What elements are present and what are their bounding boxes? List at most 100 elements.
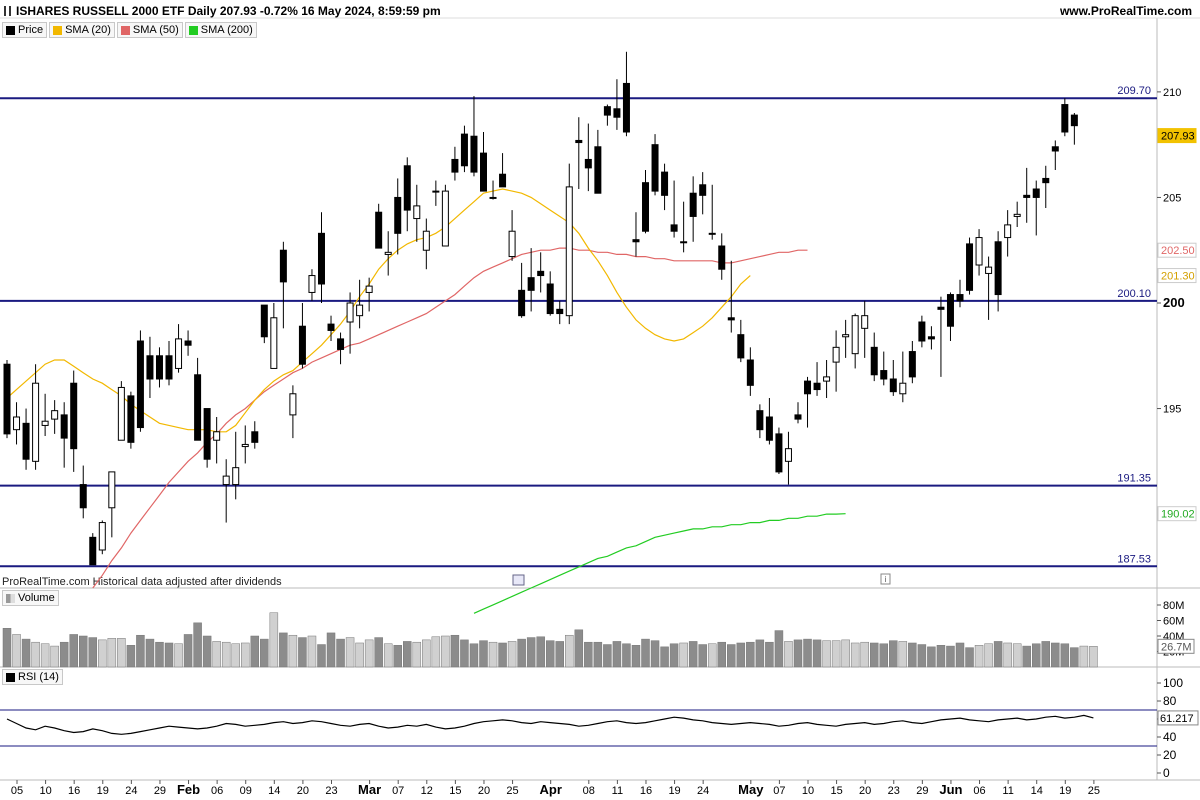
- candle[interactable]: [985, 256, 993, 320]
- legend-sma20[interactable]: SMA (20): [49, 22, 115, 38]
- candle[interactable]: [146, 336, 154, 398]
- candle[interactable]: [222, 459, 230, 523]
- candle[interactable]: [327, 315, 335, 341]
- candle[interactable]: [51, 400, 59, 434]
- candle[interactable]: [603, 104, 611, 126]
- candle[interactable]: [117, 381, 125, 441]
- candle[interactable]: [127, 391, 135, 449]
- candle[interactable]: [32, 364, 40, 470]
- candle[interactable]: [813, 362, 821, 396]
- candle[interactable]: [804, 376, 812, 428]
- candle[interactable]: [165, 341, 173, 386]
- candle[interactable]: [689, 176, 697, 242]
- candle[interactable]: [794, 402, 802, 424]
- candle[interactable]: [784, 431, 792, 485]
- candle[interactable]: [98, 520, 106, 555]
- site-url[interactable]: www.ProRealTime.com: [1059, 4, 1192, 18]
- candle[interactable]: [537, 252, 545, 293]
- candle[interactable]: [966, 237, 974, 295]
- candle[interactable]: [565, 163, 573, 325]
- candle[interactable]: [594, 129, 602, 194]
- candle[interactable]: [737, 319, 745, 363]
- candle[interactable]: [613, 79, 621, 130]
- candle[interactable]: [260, 304, 268, 344]
- candle[interactable]: [13, 402, 21, 445]
- candle[interactable]: [22, 408, 30, 470]
- candle[interactable]: [556, 300, 564, 325]
- candle[interactable]: [842, 319, 850, 358]
- candle[interactable]: [136, 330, 144, 432]
- candle[interactable]: [184, 330, 192, 356]
- candle[interactable]: [622, 51, 630, 137]
- volume-panel-label[interactable]: Volume: [2, 590, 59, 606]
- candle[interactable]: [975, 229, 983, 276]
- candle[interactable]: [680, 201, 688, 253]
- candle[interactable]: [60, 402, 68, 468]
- candle[interactable]: [403, 157, 411, 232]
- candle[interactable]: [441, 184, 449, 247]
- candle[interactable]: [346, 292, 354, 354]
- candle[interactable]: [365, 277, 373, 312]
- candle[interactable]: [432, 180, 440, 206]
- candle[interactable]: [460, 125, 468, 173]
- candle[interactable]: [375, 203, 383, 249]
- candle[interactable]: [317, 212, 325, 303]
- candle[interactable]: [956, 279, 964, 308]
- candle[interactable]: [308, 269, 316, 301]
- candle[interactable]: [337, 332, 345, 365]
- candle[interactable]: [1032, 180, 1040, 236]
- candle[interactable]: [1042, 165, 1050, 208]
- candle[interactable]: [279, 241, 287, 329]
- candle[interactable]: [546, 271, 554, 316]
- candle[interactable]: [1061, 98, 1069, 137]
- candle[interactable]: [384, 231, 392, 276]
- candle[interactable]: [832, 330, 840, 392]
- rsi-panel-label[interactable]: RSI (14): [2, 669, 63, 685]
- candle[interactable]: [642, 170, 650, 234]
- candle[interactable]: [918, 315, 926, 348]
- candle[interactable]: [89, 533, 97, 566]
- candle[interactable]: [213, 417, 221, 464]
- candle[interactable]: [480, 132, 487, 192]
- candle[interactable]: [756, 404, 764, 439]
- candle[interactable]: [289, 385, 297, 439]
- info-icon[interactable]: [880, 573, 891, 585]
- candle[interactable]: [908, 341, 916, 384]
- legend-sma50[interactable]: SMA (50): [116, 22, 183, 38]
- candle[interactable]: [880, 351, 888, 386]
- candle[interactable]: [823, 360, 831, 398]
- candle[interactable]: [937, 296, 945, 377]
- candle[interactable]: [718, 233, 726, 280]
- candle[interactable]: [746, 347, 754, 396]
- candle[interactable]: [699, 172, 707, 215]
- candle[interactable]: [661, 163, 669, 211]
- candle[interactable]: [3, 360, 11, 439]
- candle[interactable]: [356, 279, 364, 329]
- legend-price[interactable]: Price: [2, 22, 48, 38]
- candle[interactable]: [241, 425, 249, 464]
- candle[interactable]: [946, 292, 954, 341]
- candle[interactable]: [413, 184, 421, 242]
- candle[interactable]: [1023, 167, 1031, 223]
- candle[interactable]: [708, 184, 716, 240]
- candle[interactable]: [775, 427, 783, 474]
- candle[interactable]: [870, 332, 878, 382]
- candle[interactable]: [232, 431, 240, 500]
- candle[interactable]: [861, 300, 869, 358]
- candle[interactable]: [670, 180, 678, 238]
- candle[interactable]: [899, 351, 907, 403]
- candle[interactable]: [765, 398, 773, 445]
- candle[interactable]: [41, 393, 49, 436]
- candle[interactable]: [270, 303, 278, 369]
- calendar-icon[interactable]: [512, 574, 525, 586]
- candle[interactable]: [651, 134, 659, 196]
- candle[interactable]: [175, 324, 183, 373]
- candle[interactable]: [155, 347, 163, 388]
- candle[interactable]: [298, 303, 306, 369]
- candle[interactable]: [470, 96, 478, 177]
- candle[interactable]: [194, 357, 202, 441]
- candle[interactable]: [575, 117, 583, 189]
- candle[interactable]: [927, 326, 935, 350]
- legend-sma200[interactable]: SMA (200): [184, 22, 257, 38]
- candle[interactable]: [508, 210, 516, 261]
